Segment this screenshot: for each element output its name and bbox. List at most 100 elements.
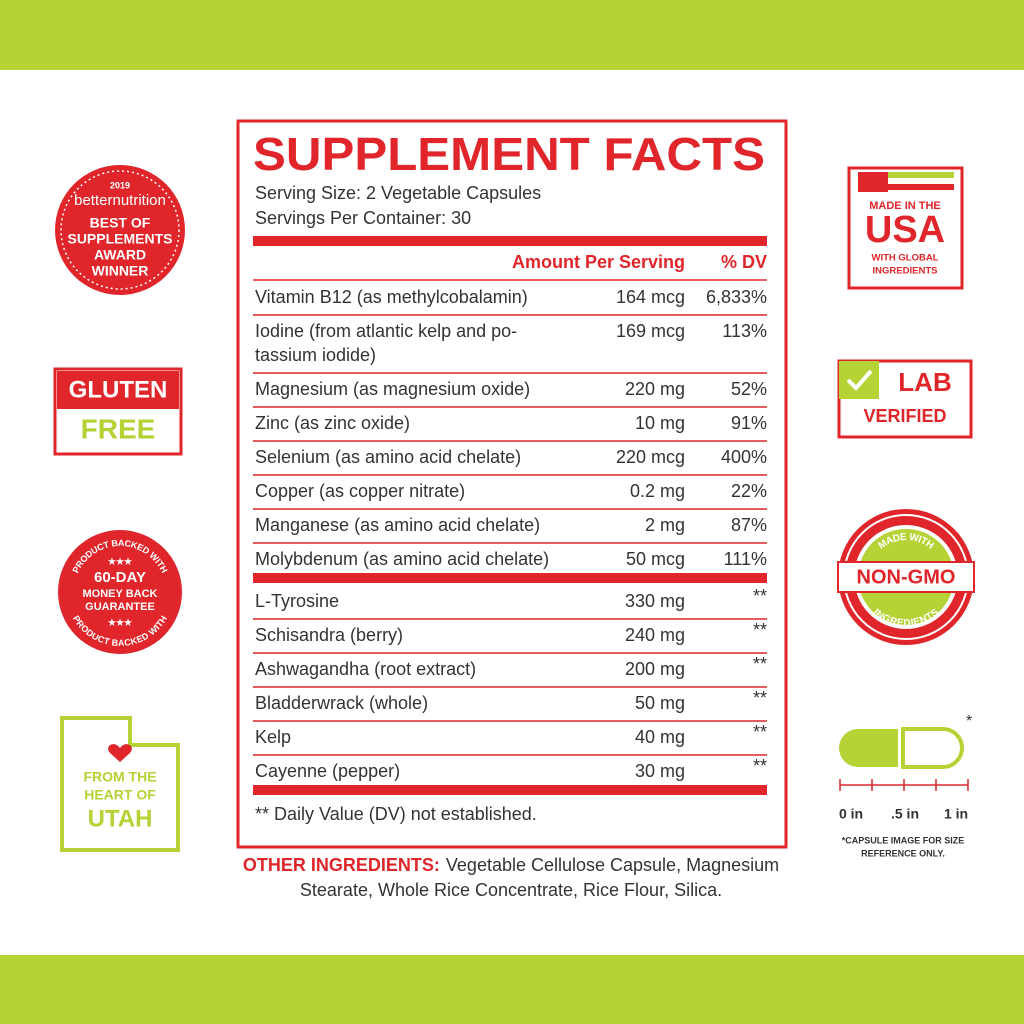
nutrient-name: Manganese (as amino acid chelate) [255, 515, 540, 535]
column-header: Amount Per Serving [512, 252, 685, 272]
free-text: FREE [81, 413, 156, 444]
flag-stripe [888, 172, 954, 178]
utah-text: HEART OF [84, 787, 156, 803]
bottom-band [0, 955, 1024, 1024]
capsule-half [839, 729, 898, 767]
amount: 30 mg [635, 761, 685, 781]
heart-icon [108, 744, 132, 762]
scale-label: .5 in [891, 806, 919, 822]
amount: 0.2 mg [630, 481, 685, 501]
nutrient-name: Molybdenum (as amino acid chelate) [255, 549, 549, 569]
serving-size: Serving Size: 2 Vegetable Capsules [255, 183, 541, 203]
daily-value: 400% [721, 447, 767, 467]
title: SUPPLEMENT FACTS [253, 128, 765, 180]
award-text: SUPPLEMENTS [67, 231, 172, 247]
daily-value: 22% [731, 481, 767, 501]
award-ring [60, 170, 180, 290]
amount: 2 mg [645, 515, 685, 535]
facts-panel [236, 119, 788, 849]
other-ingredients-text: Vegetable Cellulose Capsule, Magnesium [446, 855, 779, 875]
stars: ★★★ [108, 556, 133, 566]
scale-label: 1 in [944, 806, 968, 822]
nutrient-name: Ashwagandha (root extract) [255, 659, 476, 679]
award-text: WINNER [92, 263, 149, 279]
footnote: ** Daily Value (DV) not established. [255, 804, 537, 824]
nutrient-name: Vitamin B12 (as methylcobalamin) [255, 287, 528, 307]
gluten-band [57, 371, 179, 409]
guarantee-text: 60-DAY [94, 569, 146, 586]
utah-outline [60, 716, 180, 852]
capsule-half [901, 727, 964, 769]
nutrient-name: Bladderwrack (whole) [255, 693, 428, 713]
thick-rule [253, 236, 767, 246]
usa-text: WITH GLOBAL [871, 253, 938, 264]
nutrient-name: Magnesium (as magnesium oxide) [255, 379, 530, 399]
asterisk: * [966, 713, 972, 730]
usa-text: MADE IN THE [869, 200, 941, 212]
non-gmo-main: NON-GMO [857, 566, 956, 588]
servings-per-container: Servings Per Container: 30 [255, 208, 471, 228]
lab-text: VERIFIED [863, 406, 946, 426]
other-ingredients-label: OTHER INGREDIENTS: [243, 855, 440, 875]
guarantee-text: MONEY BACK [83, 588, 158, 600]
guarantee-text: GUARANTEE [85, 601, 155, 613]
nutrient-name: Copper (as copper nitrate) [255, 481, 465, 501]
daily-value: ** [753, 688, 767, 708]
flag-stripe [888, 184, 954, 190]
daily-value: 91% [731, 413, 767, 433]
other-ingredients: OTHER INGREDIENTS: Vegetable Cellulose Ca… [243, 855, 779, 875]
check-icon [846, 369, 873, 391]
check-box [839, 361, 879, 399]
utah-text: FROM THE [83, 769, 156, 785]
nutrient-name: Iodine (from atlantic kelp and po- [255, 321, 517, 341]
daily-value: 6,833% [706, 287, 767, 307]
daily-value: ** [753, 620, 767, 640]
lab-text: LAB [898, 367, 951, 397]
daily-value: 52% [731, 379, 767, 399]
nutrient-name: Zinc (as zinc oxide) [255, 413, 410, 433]
nutrient-name: Schisandra (berry) [255, 625, 403, 645]
usa-text: USA [865, 209, 945, 251]
gluten-text: GLUTEN [69, 376, 168, 403]
amount: 200 mg [625, 659, 685, 679]
award-year: 2019 [110, 180, 130, 190]
award-badge [55, 165, 185, 295]
capsule-note: *CAPSULE IMAGE FOR SIZE [842, 835, 965, 845]
thick-rule [253, 785, 767, 795]
capsule-note: REFERENCE ONLY. [861, 848, 945, 858]
amount: 40 mg [635, 727, 685, 747]
non-gmo-band [837, 561, 975, 593]
nutrient-name: Selenium (as amino acid chelate) [255, 447, 521, 467]
table-rows: Vitamin B12 (as methylcobalamin) 164 mcg 6… [253, 287, 767, 795]
daily-value: ** [753, 722, 767, 742]
daily-value: 87% [731, 515, 767, 535]
award-text: AWARD [94, 247, 146, 263]
thick-rule [253, 573, 767, 583]
nutrient-name: L-Tyrosine [255, 591, 339, 611]
nutrient-name: Kelp [255, 727, 291, 747]
top-band [0, 0, 1024, 70]
amount: 50 mcg [626, 549, 685, 569]
other-ingredients-text: Stearate, Whole Rice Concentrate, Rice F… [300, 880, 722, 900]
flag-canton [858, 172, 888, 192]
amount: 330 mg [625, 591, 685, 611]
daily-value: ** [753, 756, 767, 776]
daily-value: 111% [724, 549, 767, 569]
column-header: % DV [721, 252, 767, 272]
amount: 164 mcg [616, 287, 685, 307]
scale-label: 0 in [839, 806, 863, 822]
amount: 50 mg [635, 693, 685, 713]
award-publisher: betternutrition [74, 192, 166, 209]
utah-text: UTAH [88, 805, 153, 832]
award-text: BEST OF [90, 215, 151, 231]
daily-value: 113% [722, 321, 767, 341]
amount: 220 mcg [616, 447, 685, 467]
nutrient-name: tassium iodide) [255, 345, 376, 365]
nutrient-name: Cayenne (pepper) [255, 761, 400, 781]
daily-value: ** [753, 654, 767, 674]
amount: 240 mg [625, 625, 685, 645]
amount: 169 mcg [616, 321, 685, 341]
amount: 10 mg [635, 413, 685, 433]
stars: ★★★ [108, 617, 133, 627]
